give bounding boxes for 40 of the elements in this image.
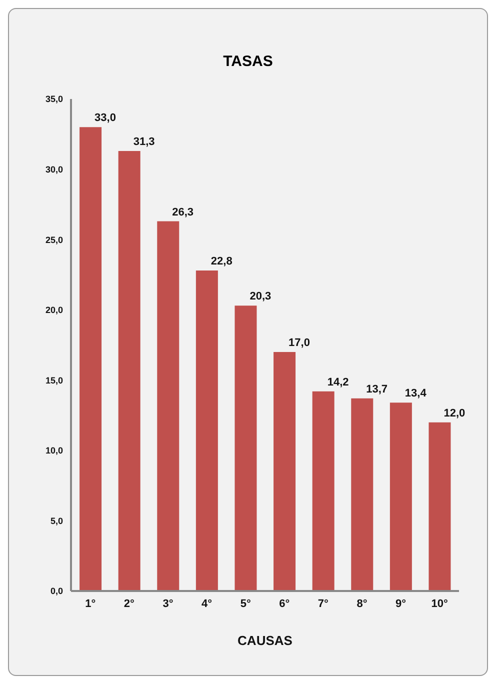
x-tick-label: 7° — [318, 598, 328, 610]
data-label: 14,2 — [327, 376, 349, 388]
y-tick-label: 35,0 — [45, 94, 63, 104]
bar — [80, 127, 102, 591]
data-label: 13,7 — [366, 383, 388, 396]
bar — [274, 352, 296, 591]
bar — [390, 402, 412, 591]
data-label: 20,3 — [250, 290, 272, 303]
x-tick-label: 2° — [124, 598, 134, 610]
chart-title: TASAS — [222, 52, 274, 72]
data-label: 13,4 — [404, 388, 428, 400]
y-tick-label: 20,0 — [45, 305, 63, 316]
data-label: 12,0 — [444, 407, 466, 420]
x-tick-label: 1° — [85, 598, 96, 610]
data-label: 22,8 — [210, 255, 232, 268]
data-label: 17,0 — [288, 337, 310, 350]
bar — [157, 221, 180, 591]
y-tick-label: 0,0 — [50, 586, 63, 596]
x-tick-label: 10° — [431, 598, 448, 610]
y-tick-label: 30,0 — [45, 164, 63, 174]
bar — [428, 422, 451, 591]
bar — [118, 151, 140, 591]
data-label: 26,3 — [172, 206, 194, 218]
y-tick-label: 15,0 — [45, 375, 63, 386]
data-label: 33,0 — [94, 112, 116, 124]
x-tick-label: 3° — [162, 598, 174, 610]
bar — [312, 391, 334, 591]
bar — [196, 270, 218, 591]
bar — [234, 306, 257, 591]
bar — [351, 398, 374, 591]
y-tick-label: 5,0 — [50, 516, 63, 526]
x-tick-label: 4° — [202, 598, 212, 610]
x-axis-title: CAUSAS — [238, 633, 293, 648]
data-label: 31,3 — [133, 136, 155, 148]
x-tick-label: 8° — [356, 598, 368, 610]
x-tick-label: 6° — [279, 598, 290, 610]
x-tick-label: 5° — [240, 598, 251, 610]
y-tick-label: 25,0 — [45, 234, 63, 245]
y-tick-label: 10,0 — [45, 446, 63, 456]
x-tick-label: 9° — [396, 598, 406, 610]
